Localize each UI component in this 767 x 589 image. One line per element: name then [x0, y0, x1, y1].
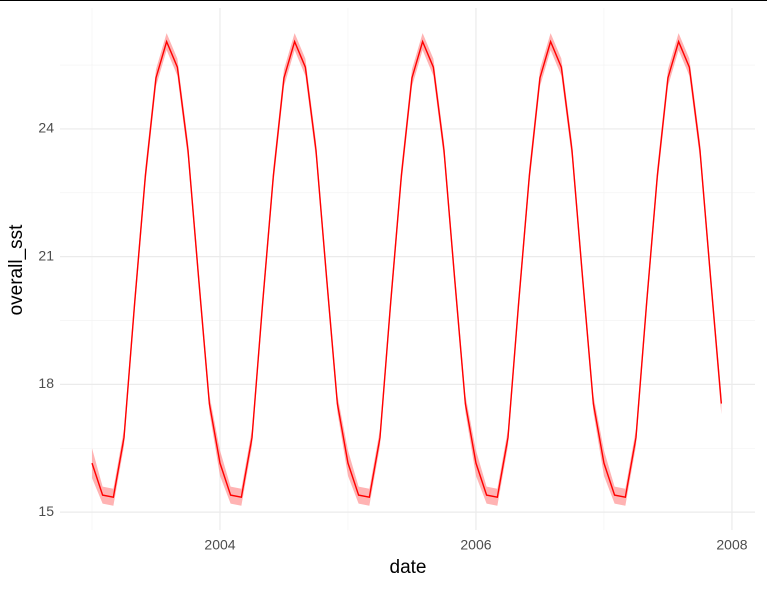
y-tick-label: 18: [38, 375, 54, 391]
x-tick-label: 2008: [716, 537, 747, 553]
x-axis-title: date: [390, 557, 427, 578]
y-tick-label: 24: [38, 120, 54, 136]
grid: [60, 8, 755, 530]
confidence-band: [91, 33, 722, 506]
y-tick-label: 15: [38, 503, 54, 519]
data-line: [91, 39, 723, 499]
x-tick-label: 2006: [460, 537, 491, 553]
plot-area: [91, 33, 723, 506]
x-tick-label: 2004: [204, 537, 235, 553]
y-tick-label: 21: [38, 247, 54, 263]
y-axis-title: overall_sst: [6, 224, 27, 316]
